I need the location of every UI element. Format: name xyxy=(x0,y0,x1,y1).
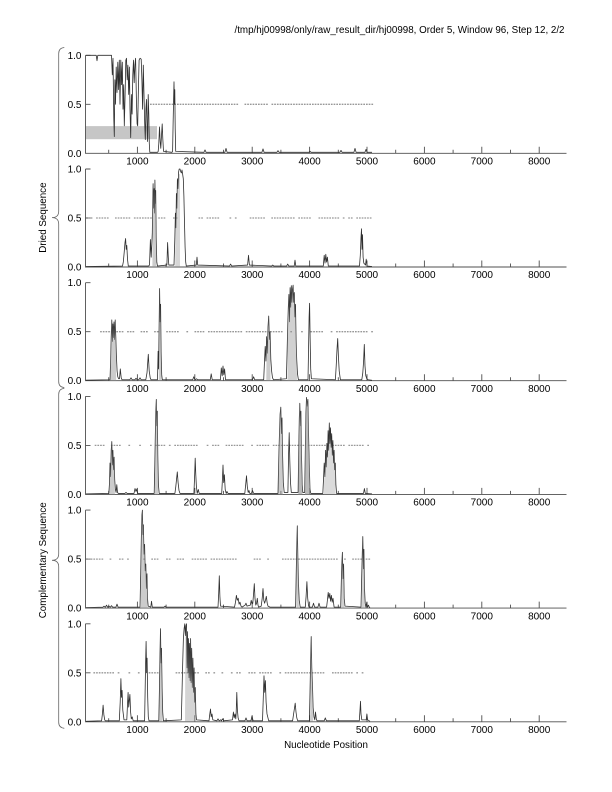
svg-text:7000: 7000 xyxy=(471,725,494,736)
svg-text:8000: 8000 xyxy=(528,725,551,736)
svg-text:0.5: 0.5 xyxy=(68,441,82,452)
svg-text:7000: 7000 xyxy=(471,611,494,622)
svg-text:6000: 6000 xyxy=(413,611,436,622)
svg-text:1000: 1000 xyxy=(126,270,149,281)
svg-text:4000: 4000 xyxy=(298,157,321,168)
svg-text:1000: 1000 xyxy=(126,725,149,736)
svg-text:4000: 4000 xyxy=(298,270,321,281)
svg-text:0.0: 0.0 xyxy=(68,263,82,274)
svg-text:0.5: 0.5 xyxy=(68,327,82,338)
svg-text:6000: 6000 xyxy=(413,270,436,281)
svg-text:2000: 2000 xyxy=(184,498,207,509)
svg-text:0.5: 0.5 xyxy=(68,668,82,679)
svg-text:2000: 2000 xyxy=(184,157,207,168)
svg-text:3000: 3000 xyxy=(241,498,264,509)
svg-text:7000: 7000 xyxy=(471,498,494,509)
svg-text:7000: 7000 xyxy=(471,384,494,395)
svg-text:4000: 4000 xyxy=(298,611,321,622)
svg-text:1.0: 1.0 xyxy=(68,278,82,289)
svg-text:5000: 5000 xyxy=(356,270,379,281)
svg-text:2000: 2000 xyxy=(184,270,207,281)
svg-text:5000: 5000 xyxy=(356,384,379,395)
svg-text:4000: 4000 xyxy=(298,498,321,509)
svg-text:0.0: 0.0 xyxy=(68,149,82,160)
svg-text:Nucleotide Position: Nucleotide Position xyxy=(284,740,368,751)
svg-text:3000: 3000 xyxy=(241,270,264,281)
svg-text:1000: 1000 xyxy=(126,384,149,395)
svg-text:5000: 5000 xyxy=(356,157,379,168)
svg-text:3000: 3000 xyxy=(241,384,264,395)
svg-text:8000: 8000 xyxy=(528,270,551,281)
svg-text:1000: 1000 xyxy=(126,157,149,168)
svg-text:3000: 3000 xyxy=(241,157,264,168)
svg-text:7000: 7000 xyxy=(471,157,494,168)
svg-text:8000: 8000 xyxy=(528,384,551,395)
svg-text:0.5: 0.5 xyxy=(68,100,82,111)
svg-text:0.0: 0.0 xyxy=(68,490,82,501)
svg-text:2000: 2000 xyxy=(184,384,207,395)
svg-text:5000: 5000 xyxy=(356,498,379,509)
svg-text:8000: 8000 xyxy=(528,498,551,509)
svg-text:/tmp/hj00998/only/raw_result_d: /tmp/hj00998/only/raw_result_dir/hj00998… xyxy=(234,25,564,36)
svg-text:1000: 1000 xyxy=(126,498,149,509)
svg-text:0.5: 0.5 xyxy=(68,555,82,566)
svg-text:2000: 2000 xyxy=(184,725,207,736)
svg-text:1.0: 1.0 xyxy=(68,165,82,176)
svg-text:1.0: 1.0 xyxy=(68,392,82,403)
svg-text:5000: 5000 xyxy=(356,611,379,622)
svg-text:8000: 8000 xyxy=(528,157,551,168)
svg-text:0.0: 0.0 xyxy=(68,717,82,728)
svg-text:8000: 8000 xyxy=(528,611,551,622)
svg-text:2000: 2000 xyxy=(184,611,207,622)
svg-text:Complementary Sequence: Complementary Sequence xyxy=(38,502,49,619)
svg-text:6000: 6000 xyxy=(413,498,436,509)
svg-text:3000: 3000 xyxy=(241,725,264,736)
svg-text:6000: 6000 xyxy=(413,384,436,395)
svg-text:1.0: 1.0 xyxy=(68,619,82,630)
svg-text:4000: 4000 xyxy=(298,725,321,736)
svg-text:3000: 3000 xyxy=(241,611,264,622)
svg-text:1.0: 1.0 xyxy=(68,506,82,517)
svg-text:Dried Sequence: Dried Sequence xyxy=(38,182,49,253)
svg-text:0.0: 0.0 xyxy=(68,604,82,615)
svg-text:4000: 4000 xyxy=(298,384,321,395)
svg-text:0.5: 0.5 xyxy=(68,214,82,225)
svg-text:5000: 5000 xyxy=(356,725,379,736)
svg-text:6000: 6000 xyxy=(413,157,436,168)
svg-text:1000: 1000 xyxy=(126,611,149,622)
svg-text:7000: 7000 xyxy=(471,270,494,281)
svg-text:0.0: 0.0 xyxy=(68,376,82,387)
svg-text:6000: 6000 xyxy=(413,725,436,736)
svg-text:1.0: 1.0 xyxy=(68,51,82,62)
